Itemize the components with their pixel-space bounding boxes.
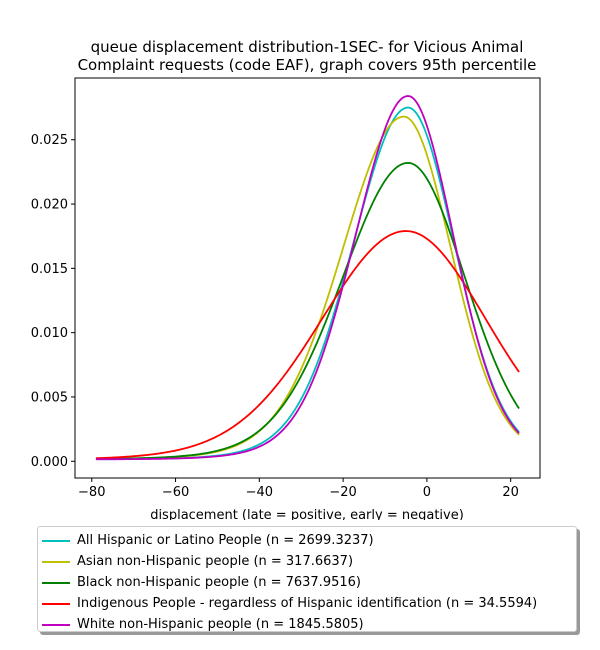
y-axis: 0.000 0.005 0.010 0.015 0.020 0.025 bbox=[31, 133, 75, 470]
y-tick-label: 0.010 bbox=[31, 326, 68, 341]
series-line bbox=[95, 95, 520, 461]
legend-label: White non-Hispanic people (n = 1845.5805… bbox=[77, 617, 364, 632]
legend-item: Black non-Hispanic people (n = 7637.9516… bbox=[42, 572, 576, 593]
x-axis-label: displacement (late = positive, early = n… bbox=[150, 508, 464, 520]
chart: queue displacement distribution-1SEC- fo… bbox=[31, 38, 541, 520]
series-line bbox=[95, 230, 520, 460]
legend-swatch bbox=[42, 623, 70, 626]
y-tick-label: 0.020 bbox=[31, 198, 68, 213]
legend-item: Indigenous People - regardless of Hispan… bbox=[42, 593, 576, 614]
x-tick-label: −40 bbox=[246, 485, 273, 500]
legend-label: Indigenous People - regardless of Hispan… bbox=[77, 596, 538, 611]
y-tick-label: 0.000 bbox=[31, 455, 68, 470]
legend-label: Asian non-Hispanic people (n = 317.6637) bbox=[77, 554, 354, 569]
legend-item: White non-Hispanic people (n = 1845.5805… bbox=[42, 614, 576, 635]
legend-item: All Hispanic or Latino People (n = 2699.… bbox=[42, 530, 576, 551]
legend-label: All Hispanic or Latino People (n = 2699.… bbox=[77, 533, 374, 548]
legend-label: Black non-Hispanic people (n = 7637.9516… bbox=[77, 575, 361, 590]
legend: All Hispanic or Latino People (n = 2699.… bbox=[37, 526, 577, 632]
x-tick-label: −60 bbox=[162, 485, 189, 500]
chart-title-line2: Complaint requests (code EAF), graph cov… bbox=[78, 56, 537, 74]
y-tick-label: 0.015 bbox=[31, 262, 68, 277]
series-line bbox=[95, 161, 520, 460]
x-tick-label: 0 bbox=[423, 485, 431, 500]
y-tick-label: 0.025 bbox=[31, 133, 68, 148]
legend-swatch bbox=[42, 602, 70, 605]
y-tick-label: 0.005 bbox=[31, 390, 68, 405]
x-axis: −80 −60 −40 −20 0 20 bbox=[78, 478, 519, 500]
legend-swatch bbox=[42, 539, 70, 542]
x-tick-label: −80 bbox=[78, 485, 105, 500]
legend-swatch bbox=[42, 581, 70, 584]
legend-swatch bbox=[42, 560, 70, 563]
chart-title-line1: queue displacement distribution-1SEC- fo… bbox=[91, 38, 524, 56]
x-tick-label: 20 bbox=[502, 485, 519, 500]
x-tick-label: −20 bbox=[329, 485, 356, 500]
plot-area bbox=[74, 77, 541, 479]
legend-item: Asian non-Hispanic people (n = 317.6637) bbox=[42, 551, 576, 572]
